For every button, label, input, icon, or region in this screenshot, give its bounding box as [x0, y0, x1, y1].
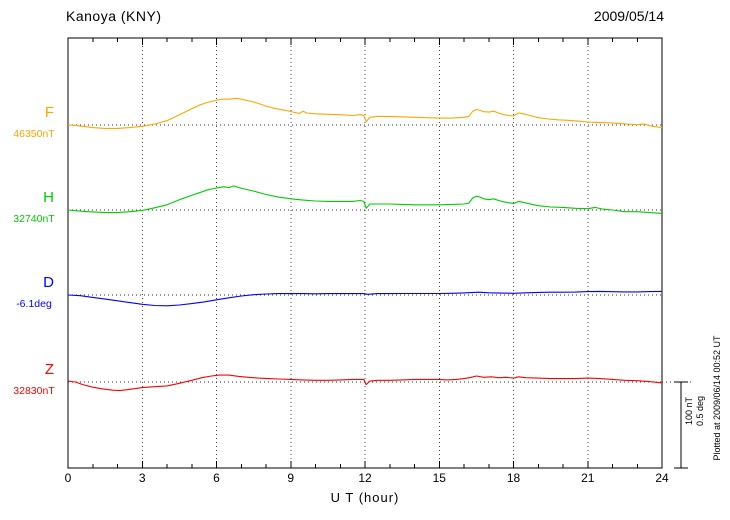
plot-date: 2009/05/14: [593, 8, 664, 24]
scale-label-nt: 100 nT: [684, 396, 694, 426]
channel-label-H: H: [43, 189, 54, 206]
x-tick-label-12: 12: [358, 471, 372, 485]
x-tick-label-18: 18: [506, 471, 521, 485]
scale-label-deg: 0.5 deg: [695, 395, 705, 427]
x-tick-label-21: 21: [581, 471, 595, 485]
channel-label-Z: Z: [44, 361, 54, 378]
x-tick-label-6: 6: [213, 471, 220, 485]
trace-F: [67, 97, 663, 129]
channel-baseline-H: 32740nT: [13, 213, 55, 225]
x-tick-label-15: 15: [432, 471, 446, 485]
trace-H: [67, 185, 663, 214]
trace-Z: [67, 374, 663, 392]
channel-label-D: D: [43, 274, 54, 291]
station-title: Kanoya (KNY): [66, 8, 162, 24]
channel-label-F: F: [44, 104, 54, 121]
x-tick-label-24: 24: [655, 471, 669, 485]
channel-baseline-D: -6.1deg: [16, 298, 52, 310]
x-tick-label-0: 0: [64, 471, 72, 485]
x-tick-label-9: 9: [287, 471, 295, 485]
channel-baseline-Z: 32830nT: [13, 385, 55, 397]
x-tick-label-3: 3: [138, 471, 146, 485]
channel-baseline-F: 46350nT: [13, 128, 55, 140]
plotted-at-note: Plotted at 2009/06/14 00:52 UT: [712, 335, 722, 461]
x-axis-label: U T (hour): [330, 490, 400, 505]
trace-D: [67, 290, 663, 307]
scale-bar-labels: 100 nT 0.5 deg: [684, 366, 710, 456]
